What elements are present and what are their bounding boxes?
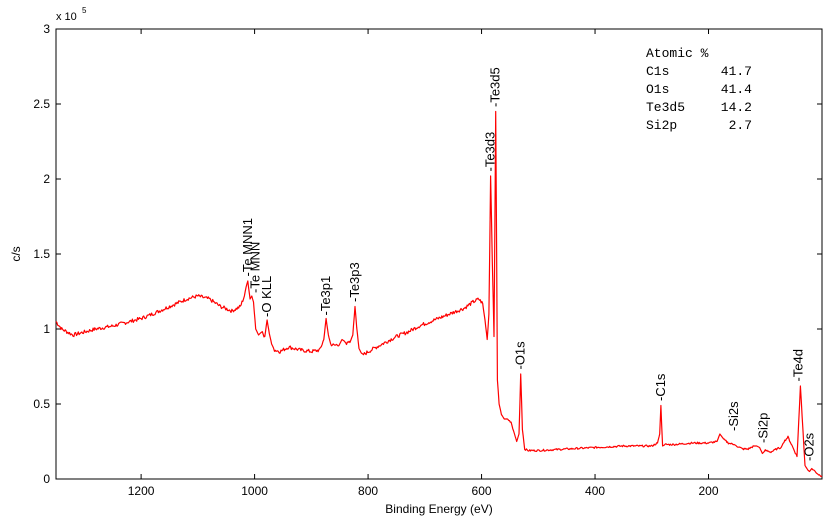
peak-label: -O2s [802,432,817,461]
x-axis-label: Binding Energy (eV) [385,502,492,516]
peak-label: -Si2p [756,413,771,443]
y-tick-label: 0 [43,472,50,486]
atomic-value: 41.7 [721,64,752,79]
x-tick-label: 1000 [241,484,268,498]
atomic-element: Te3d5 [646,100,685,115]
peak-label: -Te3p1 [318,276,333,316]
atomic-table: Atomic % C1s 41.7 O1s 41.4 Te3d5 14.2 Si2p 2.7 [646,46,752,133]
peak-label: -Te3p3 [347,262,362,302]
atomic-value: 2.7 [729,118,752,133]
peak-label: -Te3d5 [488,67,503,107]
atomic-element: Si2p [646,118,677,133]
peak-label: -Te3d3 [483,132,498,172]
peak-label: -Te4d [791,349,806,382]
x-tick-label: 800 [358,484,378,498]
peak-label: -O1s [513,341,528,370]
y-multiplier-base: x 10 [56,11,77,23]
spectrum-line [55,110,823,478]
atomic-value: 14.2 [721,100,752,115]
x-tick-label: 400 [585,484,605,498]
atomic-element: O1s [646,82,669,97]
x-tick-label: 200 [699,484,719,498]
atomic-table-title: Atomic % [646,46,709,61]
y-multiplier-exponent: 5 [82,6,87,15]
peak-label: -C1s [653,373,668,401]
x-axis-ticks: 1200 1000 800 600 400 200 [128,29,719,498]
y-axis-label: c/s [9,246,23,261]
y-tick-label: 3 [43,22,50,36]
atomic-value: 41.4 [721,82,752,97]
peak-label: -O KLL [259,276,274,317]
y-tick-label: 2.5 [33,97,50,111]
x-tick-label: 600 [472,484,492,498]
y-tick-label: 0.5 [33,397,50,411]
atomic-element: C1s [646,64,669,79]
peak-label: -Si2s [726,401,741,431]
plot-area [55,28,823,480]
y-tick-label: 1.5 [33,247,50,261]
y-axis-ticks: 0 0.5 1 1.5 2 2.5 3 [33,22,822,486]
y-tick-label: 1 [43,322,50,336]
peak-label: -Te MNN [248,242,263,293]
x-tick-label: 1200 [128,484,155,498]
y-tick-label: 2 [43,172,50,186]
peak-label: -Te MNN1 [240,218,255,277]
peak-labels: -Te MNN1-Te MNN-O KLL -Te3p1 -Te3p3 -Te3d3 -… [240,67,817,461]
